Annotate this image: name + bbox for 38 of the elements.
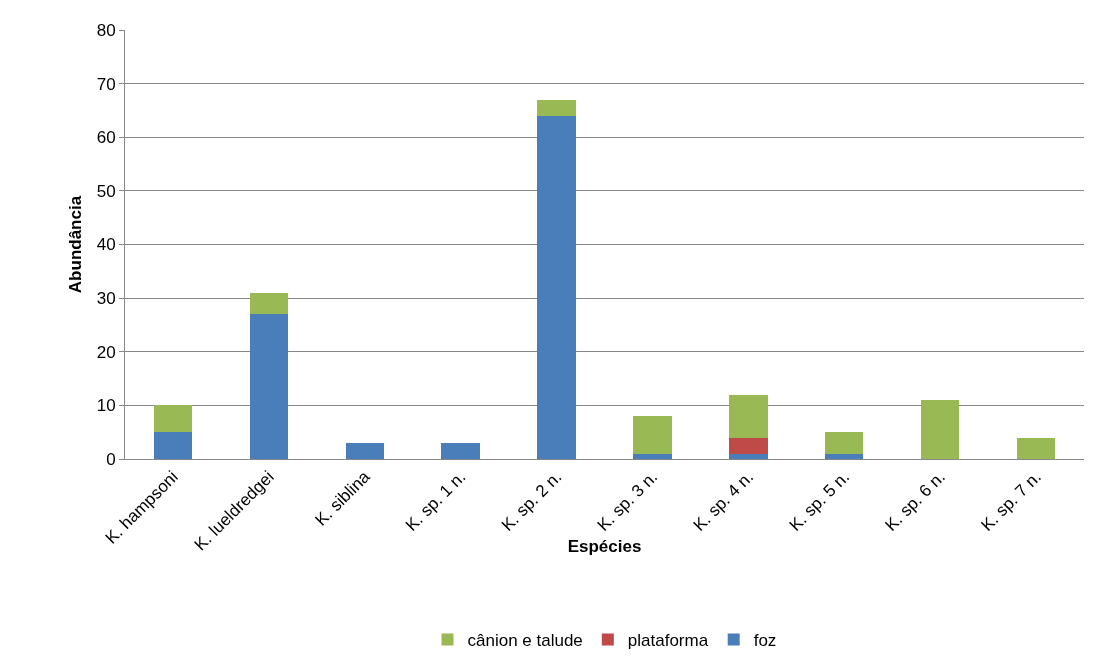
x-tick-label: K. sp. 1 n. — [401, 467, 470, 535]
bar — [537, 115, 576, 459]
y-tick-label: 20 — [96, 342, 116, 362]
y-tick-label: 60 — [96, 128, 116, 148]
bar — [153, 432, 193, 459]
y-tick-label: 40 — [96, 235, 116, 255]
bar — [537, 99, 576, 116]
bar — [729, 437, 768, 454]
bar — [1016, 437, 1056, 459]
bar — [729, 453, 768, 459]
x-tick-label: K. sp. 4 n. — [689, 467, 758, 535]
y-tick-label: 50 — [96, 181, 116, 201]
bar — [633, 416, 672, 454]
bar — [345, 442, 384, 459]
bar — [249, 292, 289, 315]
bar — [249, 314, 289, 459]
y-tick-label: 80 — [96, 20, 116, 40]
x-axis-title: Espécies — [567, 536, 642, 556]
bar — [633, 453, 672, 459]
legend-label: foz — [753, 631, 777, 651]
x-tick-label: K. sp. 5 n. — [785, 467, 854, 535]
legend-label: plataforma — [627, 631, 709, 651]
y-tick-label: 0 — [106, 449, 116, 469]
x-tick-label: K. sp. 6 n. — [881, 467, 949, 535]
legend-label: cânion e talude — [467, 631, 583, 651]
bar — [825, 432, 864, 454]
x-tick-label: K. sp. 7 n. — [977, 467, 1045, 535]
bar — [441, 442, 480, 459]
y-tick-label: 30 — [96, 289, 116, 309]
x-tick-label: K. sp. 3 n. — [593, 467, 662, 535]
bar — [153, 405, 193, 433]
y-tick-label: 70 — [96, 74, 116, 94]
y-tick-label: 10 — [96, 396, 116, 416]
y-axis-title: Abundância — [66, 195, 85, 294]
bar — [825, 453, 864, 459]
x-tick-label: K. sp. 2 n. — [497, 467, 566, 535]
bar — [920, 400, 960, 459]
bar — [729, 394, 768, 438]
